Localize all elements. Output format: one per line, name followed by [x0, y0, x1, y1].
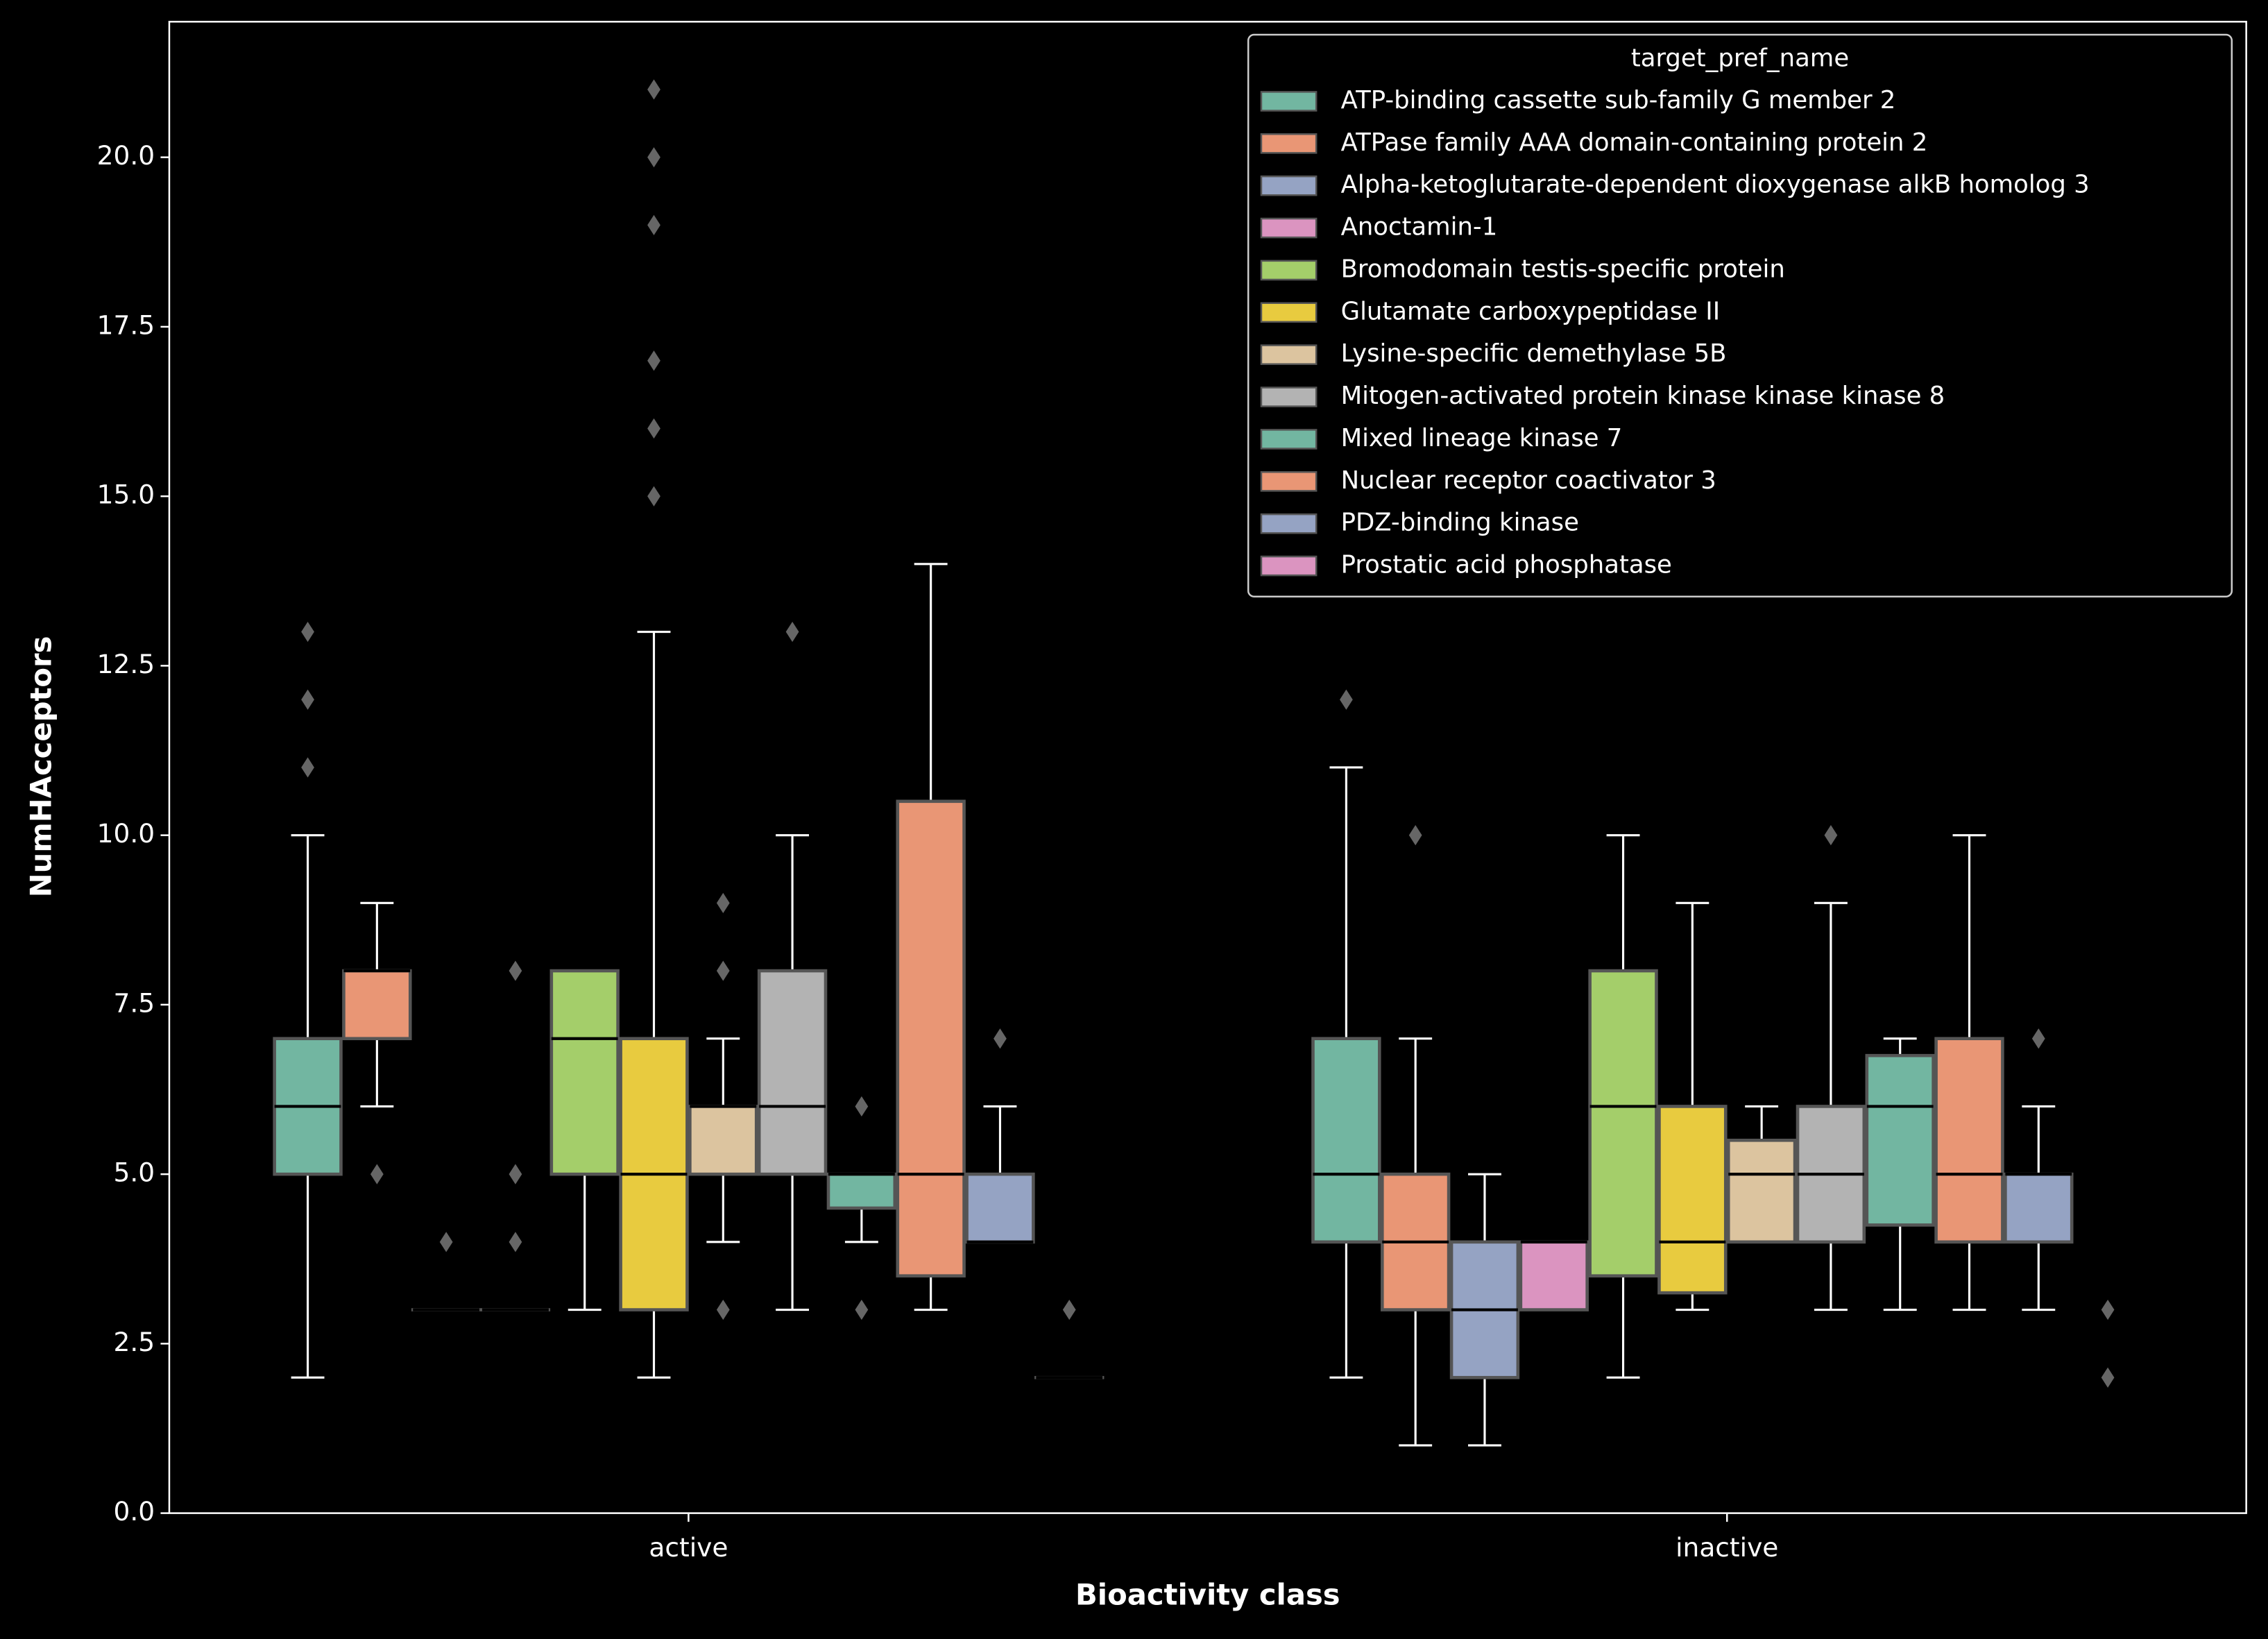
plot-frame — [168, 21, 2247, 1514]
box — [2004, 1172, 2074, 1244]
legend-swatch — [1260, 175, 1318, 196]
legend-swatch — [1260, 133, 1318, 154]
outlier — [647, 79, 660, 100]
legend-swatch — [1260, 470, 1318, 492]
box — [1934, 1037, 2004, 1244]
box — [1519, 1240, 1589, 1311]
legend-label: Alpha-ketoglutarate-dependent dioxygenas… — [1341, 171, 2090, 199]
legend-label: Prostatic acid phosphatase — [1341, 551, 1672, 579]
outlier — [716, 1299, 730, 1320]
legend-swatch — [1260, 344, 1318, 365]
legend-swatch — [1260, 260, 1318, 281]
y-tick-label: 0.0 — [113, 1496, 155, 1527]
legend-label: Mixed lineage kinase 7 — [1341, 424, 1623, 452]
legend-label: Anoctamin-1 — [1341, 213, 1498, 241]
y-tick-label: 17.5 — [97, 309, 155, 340]
y-tick-label: 12.5 — [97, 649, 155, 679]
outlier — [647, 147, 660, 168]
outlier — [855, 1299, 869, 1320]
outlier — [2101, 1367, 2115, 1388]
legend-swatch — [1260, 217, 1318, 239]
box — [1726, 1138, 1797, 1244]
legend-title: target_pref_name — [1631, 44, 1849, 72]
legend-label: ATPase family AAA domain-containing prot… — [1341, 128, 1928, 157]
legend-swatch — [1260, 555, 1318, 577]
legend-label: Nuclear receptor coactivator 3 — [1341, 466, 1716, 495]
box — [688, 1105, 758, 1176]
outlier — [2101, 1299, 2115, 1320]
box — [1588, 969, 1658, 1277]
box — [1865, 1053, 1935, 1227]
outlier — [785, 621, 799, 643]
outlier — [855, 1096, 869, 1117]
x-axis-label: Bioactivity class — [1075, 1578, 1340, 1612]
y-axis-label: NumHAcceptors — [24, 636, 58, 898]
legend-swatch — [1260, 302, 1318, 323]
outlier — [1062, 1299, 1076, 1320]
outlier — [647, 418, 660, 439]
y-tick-label: 10.0 — [97, 818, 155, 849]
y-tick-label: 15.0 — [97, 479, 155, 510]
x-tick-label: inactive — [1676, 1532, 1778, 1563]
box — [896, 799, 966, 1277]
box — [965, 1172, 1035, 1244]
legend-swatch — [1260, 91, 1318, 112]
box — [549, 969, 620, 1176]
box — [1657, 1105, 1728, 1295]
legend-swatch — [1260, 513, 1318, 534]
y-tick-label: 2.5 — [113, 1327, 155, 1357]
outlier — [1408, 825, 1422, 846]
y-tick-label: 5.0 — [113, 1157, 155, 1188]
outlier — [647, 486, 660, 507]
outlier — [647, 350, 660, 371]
legend-label: Lysine-specific demethylase 5B — [1341, 339, 1727, 368]
outlier — [716, 892, 730, 913]
legend-swatch — [1260, 429, 1318, 450]
outlier — [1824, 825, 1838, 846]
legend-label: ATP-binding cassette sub-family G member… — [1341, 86, 1896, 114]
box — [826, 1172, 897, 1210]
box — [1311, 1037, 1381, 1244]
legend-label: Bromodomain testis-specific protein — [1341, 255, 1785, 283]
outlier — [1340, 689, 1353, 710]
y-tick-label: 20.0 — [97, 140, 155, 171]
y-tick-label: 7.5 — [113, 987, 155, 1018]
x-tick-label: active — [649, 1532, 728, 1563]
legend-label: Glutamate carboxypeptidase II — [1341, 297, 1721, 325]
legend-label: Mitogen-activated protein kinase kinase … — [1341, 382, 1945, 410]
outlier — [716, 960, 730, 981]
legend-label: PDZ-binding kinase — [1341, 509, 1579, 537]
legend-frame — [1247, 33, 2233, 597]
legend-swatch — [1260, 387, 1318, 407]
box — [757, 969, 828, 1176]
box — [342, 969, 412, 1041]
